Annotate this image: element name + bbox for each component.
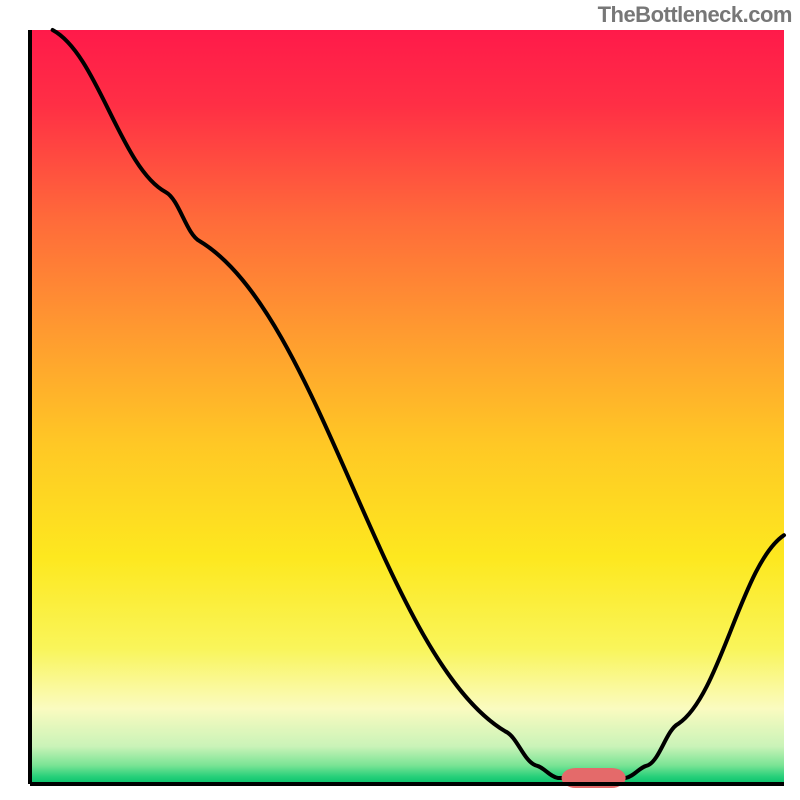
watermark-text: TheBottleneck.com xyxy=(598,2,792,28)
chart-svg xyxy=(0,0,800,800)
bottleneck-chart xyxy=(0,0,800,800)
gradient-background xyxy=(30,30,784,784)
